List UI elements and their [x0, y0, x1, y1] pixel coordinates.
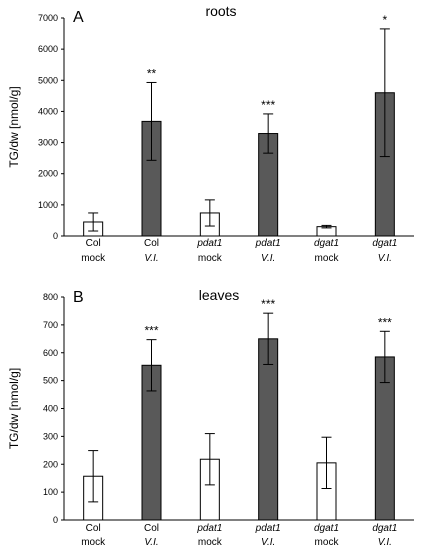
category-label-line2: V.I.: [261, 253, 275, 264]
category-label-line2: mock: [81, 537, 106, 548]
category-label-line1: dgat1: [314, 523, 339, 534]
category-label-line1: dgat1: [372, 523, 397, 534]
y-tick-label: 4000: [38, 106, 58, 116]
chart-panel-b: 0 100 200 300 400 500 600 700 800 TG/dw [nmol/g] B…: [7, 287, 414, 548]
category-label-line2: V.I.: [261, 537, 275, 548]
bar: [258, 338, 279, 521]
y-tick-label: 5000: [38, 75, 58, 85]
category-label-line1: pdat1: [196, 238, 222, 249]
category-label-line1: Col: [86, 238, 101, 249]
category-label-line2: mock: [198, 537, 223, 548]
category-label-line1: Col: [144, 523, 159, 534]
category-label-line2: V.I.: [378, 537, 392, 548]
category-label-line2: mock: [198, 253, 223, 264]
significance-label: ***: [144, 324, 158, 338]
category-label-line1: pdat1: [255, 523, 281, 534]
y-tick-label: 2000: [38, 169, 58, 179]
category-label-line2: V.I.: [144, 537, 158, 548]
y-tick-label: 7000: [38, 13, 58, 23]
category-label-line2: V.I.: [144, 253, 158, 264]
category-label-line1: dgat1: [314, 238, 339, 249]
panel-letter: A: [73, 9, 84, 26]
category-label-line1: Col: [144, 238, 159, 249]
y-tick-label: 1000: [38, 200, 58, 210]
category-label-line1: dgat1: [372, 238, 397, 249]
significance-label: *: [382, 13, 387, 27]
y-tick-label: 0: [53, 515, 58, 525]
category-label-line1: pdat1: [196, 523, 222, 534]
chart-panel-a: 0 1000 2000 3000 4000 5000 6000 7000 TG/dw [nmol…: [7, 3, 414, 264]
y-tick-label: 100: [43, 487, 58, 497]
significance-label: ***: [378, 315, 392, 329]
y-tick-label: 600: [43, 348, 58, 358]
significance-label: ***: [261, 297, 275, 311]
category-label-line2: V.I.: [378, 253, 392, 264]
y-tick-label: 300: [43, 431, 58, 441]
y-tick-label: 800: [43, 292, 58, 302]
y-tick-label: 400: [43, 404, 58, 414]
y-axis-label: TG/dw [nmol/g]: [7, 86, 21, 167]
y-axis-label: TG/dw [nmol/g]: [7, 368, 21, 449]
panel-letter: B: [73, 289, 84, 306]
y-tick-label: 200: [43, 459, 58, 469]
y-tick-label: 3000: [38, 138, 58, 148]
chart-title: leaves: [199, 287, 239, 303]
category-label-line2: mock: [315, 537, 340, 548]
significance-label: ***: [261, 98, 275, 112]
significance-label: **: [147, 66, 157, 80]
y-tick-label: 6000: [38, 44, 58, 54]
category-label-line1: pdat1: [255, 238, 281, 249]
category-label-line1: Col: [86, 523, 101, 534]
y-tick-label: 700: [43, 320, 58, 330]
chart-title: roots: [205, 3, 236, 19]
y-tick-label: 500: [43, 376, 58, 386]
y-tick-label: 0: [53, 231, 58, 241]
category-label-line2: mock: [315, 253, 340, 264]
category-label-line2: mock: [81, 253, 106, 264]
